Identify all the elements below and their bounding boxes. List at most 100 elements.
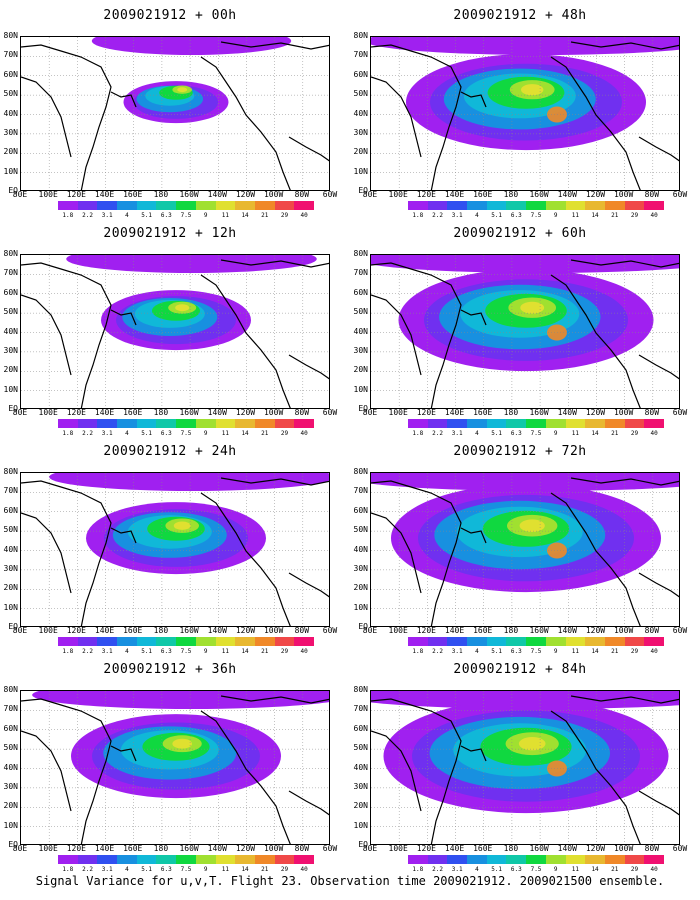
lon-label: 80W: [294, 408, 310, 417]
lon-label: 100E: [38, 408, 58, 417]
lon-label: 140W: [557, 408, 577, 417]
colorbar-swatch: [195, 637, 216, 646]
colorbar-swatch: [156, 419, 177, 428]
colorbar-swatch: [486, 419, 507, 428]
lat-label: 10N: [3, 384, 18, 394]
lat-label: 50N: [353, 307, 368, 317]
variance-contour: [32, 691, 329, 709]
map-frame: [370, 36, 680, 191]
lat-label: 80N: [3, 467, 18, 476]
lon-label: 80W: [644, 408, 660, 417]
coastline: [21, 262, 112, 408]
colorbar-swatch: [644, 637, 664, 646]
figure-caption: Signal Variance for u,v,T. Flight 23. Ob…: [35, 874, 665, 888]
panel-title: 2009021912 + 48h: [453, 8, 587, 23]
lat-label: 50N: [353, 89, 368, 99]
colorbar-label: 2.2: [432, 430, 443, 437]
colorbar-swatch: [156, 637, 177, 646]
colorbar-swatch: [254, 637, 275, 646]
coastline: [21, 730, 72, 812]
lat-label: 10N: [353, 384, 368, 394]
colorbar-swatch: [408, 201, 428, 210]
colorbar-swatch: [447, 419, 468, 428]
colorbar-swatch: [447, 855, 468, 864]
colorbar-swatch: [294, 637, 314, 646]
colorbar-swatch: [565, 419, 586, 428]
coastline: [371, 262, 462, 408]
lon-label: 120W: [235, 844, 256, 853]
colorbar-label: 11: [221, 212, 229, 219]
colorbar-swatch: [545, 637, 566, 646]
colorbar-label: 21: [261, 212, 269, 219]
lon-label: 100E: [388, 190, 408, 199]
lon-label: 160W: [529, 408, 549, 417]
lat-label: 80N: [353, 685, 368, 694]
colorbar-swatch: [136, 855, 157, 864]
colorbar-label: 2.2: [432, 866, 443, 873]
lat-label: 60N: [353, 287, 368, 297]
colorbar-label: 29: [280, 866, 289, 873]
coastline: [21, 76, 72, 158]
lat-label: 80N: [353, 467, 368, 476]
lon-label: 60W: [672, 844, 688, 853]
colorbar-swatch: [235, 637, 255, 646]
lon-label: 160W: [529, 190, 549, 199]
lat-label: 40N: [353, 762, 368, 772]
coastline: [638, 572, 679, 598]
colorbar-label: 14: [241, 430, 249, 437]
colorbar-label: 11: [571, 648, 579, 655]
lat-label: 40N: [3, 544, 18, 554]
colorbar-label: 14: [241, 648, 249, 655]
colorbar-label: 11: [221, 430, 229, 437]
coastline: [21, 44, 112, 190]
lat-label: 60N: [3, 723, 18, 733]
lon-label: 120E: [66, 844, 86, 853]
colorbar-swatch: [274, 201, 295, 210]
lat-label: 10N: [3, 166, 18, 176]
colorbar-label: 29: [630, 866, 639, 873]
map-svg: [21, 473, 329, 626]
lat-label: EQ: [358, 840, 368, 849]
colorbar-swatch: [427, 855, 448, 864]
coastline: [110, 309, 137, 326]
lat-label: 40N: [353, 326, 368, 336]
coastline: [220, 41, 329, 50]
colorbar-label: 4: [475, 866, 479, 873]
colorbar-swatch: [585, 637, 605, 646]
colorbar-swatch: [156, 201, 177, 210]
map-frame: [370, 254, 680, 409]
colorbar-swatch: [427, 201, 448, 210]
colorbar-label: 5.1: [491, 648, 503, 655]
lon-label: 160E: [473, 408, 493, 417]
colorbar-swatch: [77, 637, 98, 646]
lon-label: 120W: [235, 408, 256, 417]
colorbar-swatch: [467, 637, 487, 646]
colorbar-label: 40: [650, 212, 658, 219]
lat-label: 60N: [3, 505, 18, 515]
lat-label: EQ: [358, 186, 368, 195]
colorbar-swatch: [486, 855, 507, 864]
colorbar-label: 1.8: [412, 212, 424, 219]
coastline: [288, 790, 329, 816]
variance-contour: [172, 738, 192, 749]
colorbar-swatch: [447, 637, 468, 646]
variance-contour: [91, 37, 292, 55]
lon-label: 100W: [263, 408, 284, 417]
coastline: [460, 91, 487, 108]
lat-label: 30N: [3, 563, 18, 573]
lon-label: 120W: [235, 626, 256, 635]
colorbar-label: 4: [125, 648, 129, 655]
colorbar-swatch: [427, 637, 448, 646]
colorbar-swatch: [467, 201, 487, 210]
colorbar-label: 21: [611, 430, 619, 437]
colorbar-label: 9: [553, 866, 558, 873]
lat-label: 80N: [353, 31, 368, 40]
lon-label: 80E: [362, 408, 378, 417]
colorbar-label: 29: [280, 648, 289, 655]
lon-label: 80E: [362, 844, 378, 853]
map-panel: 2009021912 + 00h 80N 70N 60N 50N 40N 30N 20N 10N…: [0, 4, 340, 219]
colorbar-label: 11: [571, 212, 579, 219]
colorbar-label: 7.5: [530, 866, 542, 873]
lon-label: 120W: [585, 408, 606, 417]
coastline: [200, 274, 291, 408]
